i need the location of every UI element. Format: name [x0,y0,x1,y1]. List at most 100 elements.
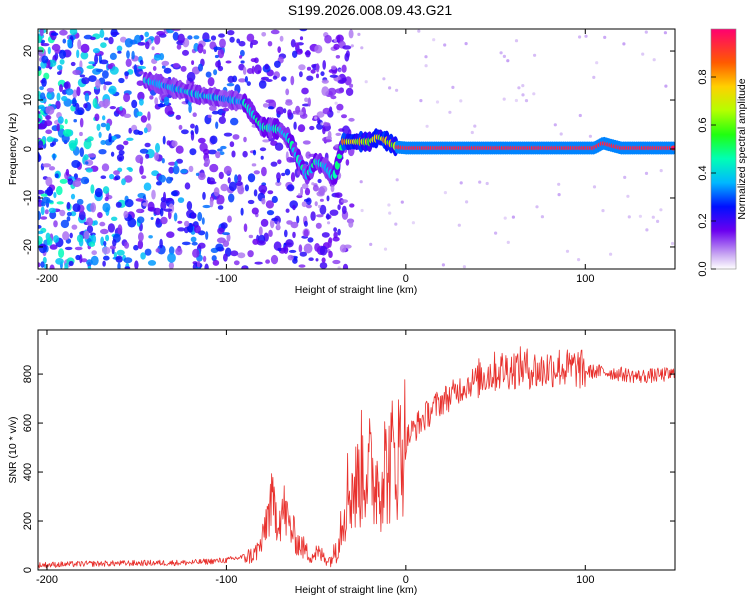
spectrogram-speckle [151,46,155,51]
spectrogram-speckle [38,189,45,195]
spectrogram-speckle [56,201,64,205]
spectrogram-speckle [105,122,111,131]
spectrogram-speckle [173,212,178,222]
spectrogram-speckle [103,255,110,261]
spectrogram-speckle [281,76,287,82]
spectrogram-speckle [350,44,354,48]
spectrogram-speckle [212,259,220,266]
spectrogram-speckle [237,174,242,183]
spectrogram-speckle [38,140,44,149]
spectrogram-speckle [478,180,482,184]
x-tick-label: -200 [36,574,58,586]
spectrogram-speckle [90,202,96,213]
spectrogram-speckle [78,210,86,221]
spectrogram-speckle [256,240,266,246]
y-tick-label: 20 [22,45,34,57]
spectrogram-speckle [293,256,298,261]
spectrogram-speckle [99,29,105,38]
spectrogram-speckle [80,258,88,263]
spectrogram-speckle [287,254,294,261]
spectrogram-speckle [177,33,185,44]
spectrogram-speckle [557,182,561,186]
snr-y-label: SNR (10 * v/v) [7,416,19,483]
spectrogram-speckle [260,155,264,160]
spectrogram-speckle [147,260,157,266]
spectrogram-speckle [298,244,303,253]
spectrogram-speckle [335,55,341,59]
spectrogram-speckle [279,35,284,42]
spectrogram-speckle [297,124,306,133]
spectrogram-speckle [277,247,282,252]
spectrogram-speckle [473,124,477,128]
spectrogram-speckle [44,120,53,127]
spectrogram-speckle [172,62,180,68]
spectrogram-speckle [116,153,125,162]
spectrogram-speckle [222,232,230,236]
spectrogram-speckle [284,229,288,238]
spectrogram-speckle [652,58,656,62]
x-tick-label: 100 [576,273,594,285]
spectrogram-speckle [100,122,107,128]
spectrogram-speckle [203,39,211,43]
spectrogram-speckle [70,61,76,67]
spectrogram-speckle [664,84,668,88]
spectrogram-speckle [465,200,469,204]
spectrogram-speckle [38,225,42,229]
spectrogram-speckle [220,145,227,150]
spectrogram-speckle [382,77,386,81]
spectrogram-speckle [45,115,52,120]
spectrogram-speckle [117,262,121,269]
x-tick-label: 0 [403,574,409,586]
spectrogram-speckle [150,217,154,220]
spectrogram-speckle [213,69,218,76]
spectrogram-speckle [329,74,338,78]
spectrogram-speckle [168,166,174,174]
spectrogram-speckle [248,234,254,239]
spectrogram-speckle [514,39,519,43]
spectrogram-speckle [175,145,184,154]
spectrogram-speckle [72,69,82,76]
spectrogram-speckle [333,38,337,43]
spectrogram-speckle [38,262,41,268]
spectrogram-speckle [252,149,257,156]
y-tick-label: 400 [22,463,34,481]
spectrogram-speckle [49,244,58,250]
spectrogram-speckle [99,59,109,65]
spectrogram-speckle [54,173,59,179]
x-tick-label: 100 [576,574,594,586]
spectrogram-speckle [357,32,361,37]
spectrogram-speckle [305,204,312,209]
spectrogram-speckle [219,151,225,156]
spectrogram-speckle [244,184,249,192]
spectrogram-speckle [338,68,342,73]
spectrogram-speckle [110,31,120,36]
spectrogram-speckle [349,83,354,88]
spectrogram-speckle [316,111,325,118]
spectrogram-speckle [659,208,663,212]
spectrogram-speckle [311,64,316,68]
spectrogram-speckle [44,209,49,215]
spectrogram-speckle [137,42,146,46]
spectrogram-speckle [80,51,89,60]
spectrogram-speckle [240,60,245,64]
spectrogram-speckle [229,36,235,43]
colorbar-tick-label: 0.0 [697,261,709,276]
spectrogram-speckle [301,87,309,95]
spectrogram-speckle [321,86,330,96]
spectrogram-speckle [86,65,95,70]
spectrogram-speckle [198,63,203,72]
spectrogram-speckle [299,71,303,78]
spectrogram-speckle [112,239,117,247]
spectrogram-speckle [108,36,114,45]
spectrogram-speckle [168,161,177,166]
spectrogram-y-axis: -20 -10 0 10 20 [22,45,675,255]
spectrogram-speckle [595,61,599,65]
spectrogram-speckle [108,133,112,143]
spectrogram-speckle [303,243,313,254]
spectrogram-x-axis: -200 -100 0 100 [36,29,594,285]
spectrogram-speckle [155,248,160,253]
spectrogram-speckle [231,150,236,158]
spectrogram-speckle [38,123,47,130]
colorbar-ticks: 0.0 0.2 0.4 0.6 0.8 [697,69,716,277]
spectrogram-speckle [214,54,219,59]
